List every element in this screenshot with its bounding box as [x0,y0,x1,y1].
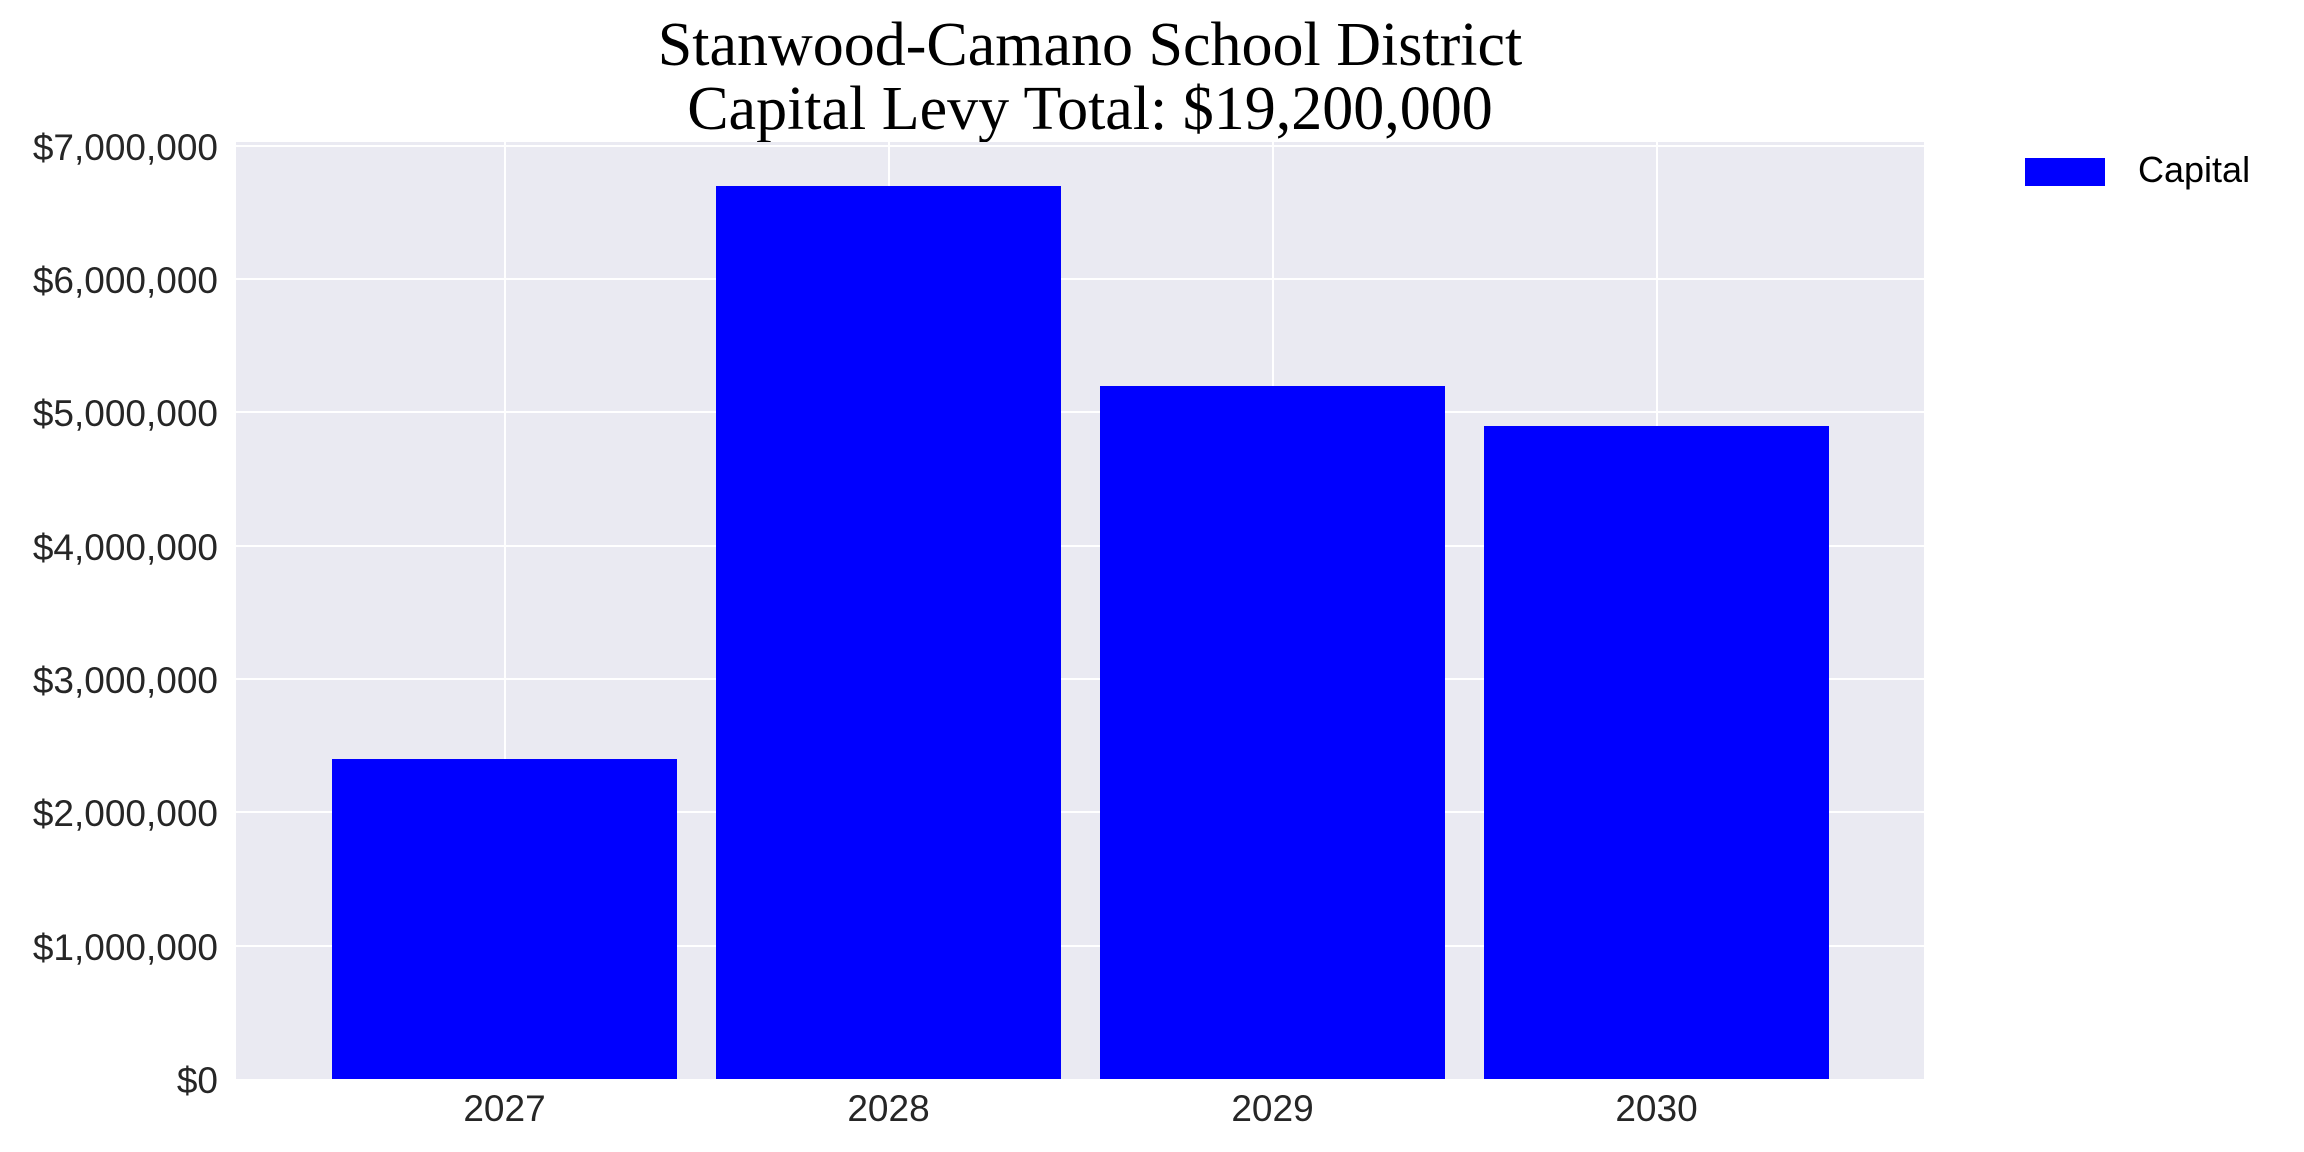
bar-2028 [716,185,1061,1079]
y-tick-label: $0 [176,1060,218,1101]
y-gridline [236,544,1924,547]
y-tick-label: $1,000,000 [32,926,218,968]
plot-area [236,142,1924,1079]
chart-title-line-1: Stanwood-Camano School District [657,11,1523,79]
y-gridline [236,811,1924,814]
y-gridline [236,944,1924,947]
x-tick-label: 2029 [1231,1088,1314,1129]
y-tick-label: $2,000,000 [32,793,218,835]
y-tick-label: $3,000,000 [32,659,218,701]
y-gridline [236,677,1924,680]
bar-2027 [332,758,677,1079]
x-tick-label: 2027 [463,1088,546,1129]
y-tick-label: $7,000,000 [32,126,218,168]
legend-swatch-capital [2025,158,2105,186]
x-gridline [503,142,506,1079]
y-gridline [236,411,1924,414]
y-gridline [236,144,1924,147]
y-gridline [236,277,1924,280]
chart-title-line-2: Capital Levy Total: $19,200,000 [687,75,1493,143]
y-tick-label: $4,000,000 [32,526,218,568]
y-tick-label: $6,000,000 [32,259,218,301]
legend-label-capital: Capital [2138,149,2251,190]
x-tick-label: 2030 [1615,1088,1698,1129]
x-tick-label: 2028 [847,1088,930,1129]
bar-2029 [1100,385,1445,1079]
bar-2030 [1484,425,1829,1079]
y-tick-label: $5,000,000 [32,393,218,435]
